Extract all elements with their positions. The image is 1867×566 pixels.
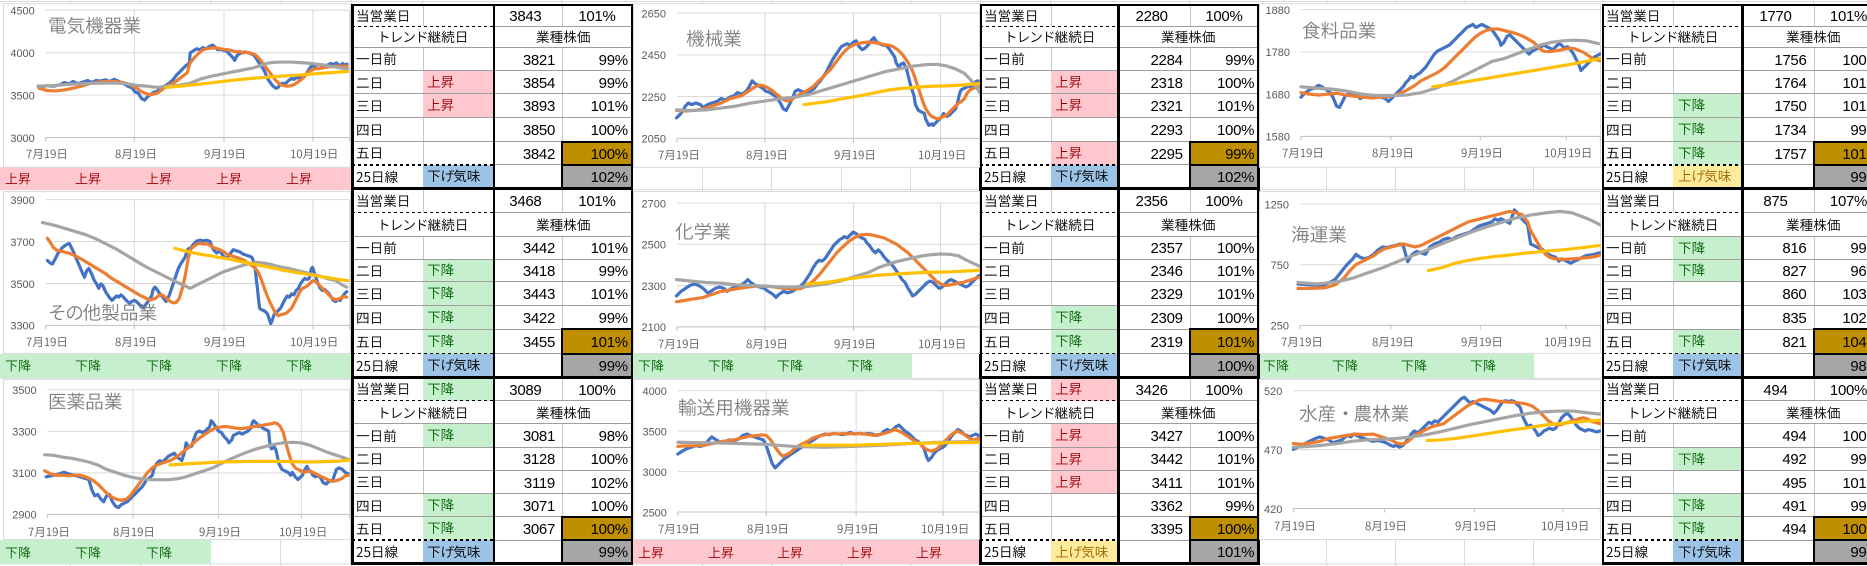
svg-text:470: 470 (1264, 445, 1282, 457)
svg-text:2900: 2900 (12, 510, 36, 522)
svg-text:1680: 1680 (1266, 89, 1290, 101)
svg-text:2650: 2650 (642, 8, 666, 20)
svg-text:2050: 2050 (642, 133, 666, 145)
svg-text:1780: 1780 (1266, 47, 1290, 59)
svg-text:3700: 3700 (10, 236, 34, 248)
svg-text:3500: 3500 (10, 278, 34, 290)
svg-text:2500: 2500 (642, 239, 666, 251)
svg-text:1580: 1580 (1266, 131, 1290, 143)
svg-text:2700: 2700 (642, 198, 666, 210)
svg-text:2100: 2100 (642, 322, 666, 334)
svg-text:3500: 3500 (642, 426, 666, 438)
svg-text:3500: 3500 (12, 385, 36, 397)
svg-text:250: 250 (1271, 320, 1289, 332)
svg-text:2250: 2250 (642, 91, 666, 103)
svg-text:2300: 2300 (642, 280, 666, 292)
svg-text:3500: 3500 (10, 90, 34, 102)
svg-text:3300: 3300 (10, 320, 34, 332)
svg-text:1250: 1250 (1265, 199, 1289, 211)
svg-text:4000: 4000 (10, 47, 34, 59)
svg-text:4000: 4000 (642, 386, 666, 398)
svg-text:420: 420 (1264, 504, 1282, 516)
svg-text:4500: 4500 (10, 5, 34, 17)
svg-text:3900: 3900 (10, 194, 34, 206)
svg-text:750: 750 (1271, 260, 1289, 272)
svg-text:2500: 2500 (642, 507, 666, 519)
svg-text:3300: 3300 (12, 427, 36, 439)
svg-text:2450: 2450 (642, 50, 666, 62)
svg-text:3000: 3000 (642, 467, 666, 479)
svg-text:520: 520 (1264, 386, 1282, 398)
svg-text:3100: 3100 (12, 468, 36, 480)
svg-text:3000: 3000 (10, 132, 34, 144)
svg-text:1880: 1880 (1266, 4, 1290, 16)
